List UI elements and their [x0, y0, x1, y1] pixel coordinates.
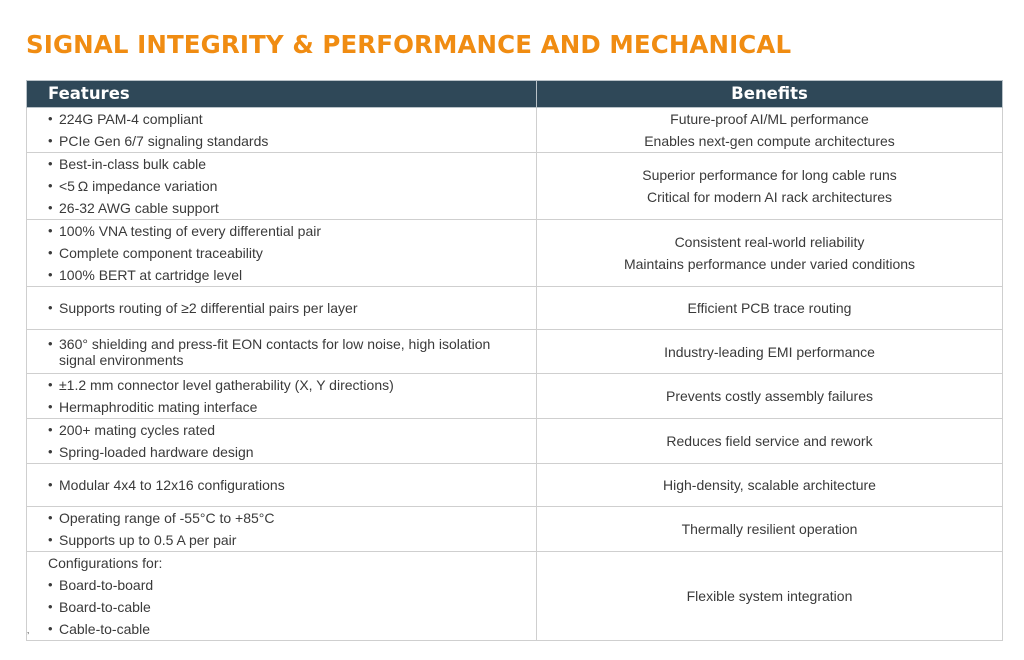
features-cell: • 200+ mating cycles rated • Spring-loaded… — [26, 418, 537, 464]
benefits-cell: Industry-leading EMI performance — [536, 329, 1003, 374]
benefits-cell: Superior performance for long cable runs… — [536, 152, 1003, 220]
table-row: • ±1.2 mm connector level gatherability (… — [26, 373, 1003, 419]
benefit-item: Prevents costly assembly failures — [666, 388, 873, 404]
feature-item: • 224G PAM-4 compliant — [48, 108, 536, 130]
feature-item: • Supports routing of ≥2 differential pai… — [48, 297, 536, 319]
features-cell: • Operating range of -55°C to +85°C • Supp… — [26, 506, 537, 552]
bullet-icon: • — [48, 223, 53, 238]
benefit-item: Critical for modern AI rack architecture… — [646, 189, 893, 205]
benefit-item: Maintains performance under varied condi… — [623, 256, 916, 272]
feature-item: • ±1.2 mm connector level gatherability (… — [48, 374, 536, 396]
bullet-icon: • — [48, 477, 53, 492]
bullet-icon: • — [48, 245, 53, 260]
table-row: • Modular 4x4 to 12x16 configurations Hig… — [26, 463, 1003, 507]
bullet-icon: • — [48, 156, 53, 171]
feature-item: • Complete component traceability — [48, 242, 536, 264]
features-cell: • 224G PAM-4 compliant • PCIe Gen 6/7 sign… — [26, 107, 537, 153]
bullet-icon: • — [48, 267, 53, 282]
features-cell: • Best-in-class bulk cable • <5 Ω impedanc… — [26, 152, 537, 220]
bullet-icon: • — [48, 335, 53, 351]
benefit-item: Thermally resilient operation — [681, 521, 858, 537]
table-row: • Operating range of -55°C to +85°C • Supp… — [26, 506, 1003, 552]
feature-item: • Operating range of -55°C to +85°C — [48, 507, 536, 529]
benefits-column-header: Benefits — [536, 80, 1003, 108]
bullet-icon: • — [48, 200, 53, 215]
benefit-item: Reduces field service and rework — [666, 433, 873, 449]
bullet-icon: • — [48, 399, 53, 414]
bullet-icon: • — [48, 422, 53, 437]
bullet-icon: • — [48, 599, 53, 614]
bullet-icon: • — [48, 178, 53, 193]
features-cell: • Modular 4x4 to 12x16 configurations — [26, 463, 537, 507]
benefit-item: Industry-leading EMI performance — [664, 343, 875, 360]
benefit-item: Efficient PCB trace routing — [687, 300, 852, 316]
feature-item: • 200+ mating cycles rated — [48, 419, 536, 441]
features-benefits-table: Features Benefits • 224G PAM-4 compliant … — [26, 80, 1003, 641]
feature-item: • Board-to-cable — [48, 596, 536, 618]
bullet-icon: • — [48, 444, 53, 459]
features-column-header: Features — [26, 80, 537, 108]
bullet-icon: • — [48, 577, 53, 592]
benefit-item: Superior performance for long cable runs — [642, 167, 897, 183]
table-row: • 224G PAM-4 compliant • PCIe Gen 6/7 sign… — [26, 107, 1003, 153]
feature-item: • 100% BERT at cartridge level — [48, 264, 536, 286]
table-row: • 100% VNA testing of every differential … — [26, 219, 1003, 287]
bullet-icon: • — [48, 133, 53, 148]
table-row: Configurations for: • Board-to-board • Boa… — [26, 551, 1003, 641]
feature-item: • Board-to-board — [48, 574, 536, 596]
benefits-cell: Consistent real-world reliability Mainta… — [536, 219, 1003, 287]
features-cell: • 360° shielding and press-fit EON contac… — [26, 329, 537, 374]
feature-item: • 26-32 AWG cable support — [48, 197, 536, 219]
features-cell: Configurations for: • Board-to-board • Boa… — [26, 551, 537, 641]
benefit-item: Consistent real-world reliability — [674, 234, 865, 250]
bullet-icon: • — [48, 532, 53, 547]
benefit-item: High-density, scalable architecture — [663, 477, 876, 493]
bullet-icon: • — [48, 377, 53, 392]
feature-item: • 100% VNA testing of every differential … — [48, 220, 536, 242]
feature-item: • Best-in-class bulk cable — [48, 153, 536, 175]
benefits-cell: High-density, scalable architecture — [536, 463, 1003, 507]
features-cell: • 100% VNA testing of every differential … — [26, 219, 537, 287]
feature-item: • PCIe Gen 6/7 signaling standards — [48, 130, 536, 152]
feature-intro: Configurations for: — [48, 555, 163, 571]
table-header-row: Features Benefits — [26, 80, 1003, 108]
feature-item: • Supports up to 0.5 A per pair — [48, 529, 536, 551]
stray-mark: ’ — [27, 631, 30, 642]
bullet-icon: • — [48, 510, 53, 525]
feature-item: • <5 Ω impedance variation — [48, 175, 536, 197]
benefits-cell: Prevents costly assembly failures — [536, 373, 1003, 419]
benefit-item: Enables next-gen compute architectures — [644, 133, 895, 149]
table-row: • 200+ mating cycles rated • Spring-loaded… — [26, 418, 1003, 464]
features-cell: • Supports routing of ≥2 differential pai… — [26, 286, 537, 330]
benefits-cell: Thermally resilient operation — [536, 506, 1003, 552]
table-row: • Best-in-class bulk cable • <5 Ω impedanc… — [26, 152, 1003, 220]
feature-item: • Modular 4x4 to 12x16 configurations — [48, 474, 536, 496]
bullet-icon: • — [48, 111, 53, 126]
bullet-icon: • — [48, 300, 53, 315]
benefits-cell: Reduces field service and rework — [536, 418, 1003, 464]
bullet-icon: • — [48, 621, 53, 636]
benefit-item: Flexible system integration — [686, 588, 853, 604]
benefits-cell: Future-proof AI/ML performance Enables n… — [536, 107, 1003, 153]
benefits-cell: Efficient PCB trace routing — [536, 286, 1003, 330]
features-cell: • ±1.2 mm connector level gatherability (… — [26, 373, 537, 419]
feature-item: • Spring-loaded hardware design — [48, 441, 536, 463]
feature-item: • Cable-to-cable — [48, 618, 536, 640]
table-row: • 360° shielding and press-fit EON contac… — [26, 329, 1003, 374]
feature-item: • 360° shielding and press-fit EON contac… — [48, 333, 536, 371]
benefits-cell: Flexible system integration — [536, 551, 1003, 641]
benefit-item: Future-proof AI/ML performance — [670, 111, 869, 127]
table-row: • Supports routing of ≥2 differential pai… — [26, 286, 1003, 330]
page-title: SIGNAL INTEGRITY & PERFORMANCE AND MECHA… — [26, 30, 792, 59]
feature-item: • Hermaphroditic mating interface — [48, 396, 536, 418]
